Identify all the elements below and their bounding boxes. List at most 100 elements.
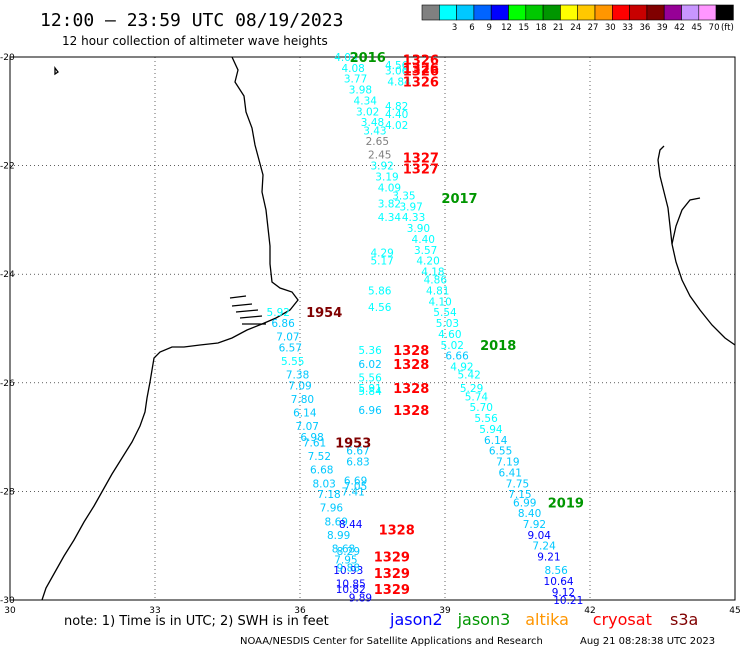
legend-label: 33	[622, 23, 633, 33]
wave-height-value: 4.81	[426, 285, 449, 297]
wave-height-value: 5.54	[433, 307, 457, 319]
wave-height-tracks: 4.034.083.773.984.343.023.483.432.652.45…	[267, 52, 584, 607]
wave-height-value: 5.36	[358, 345, 382, 357]
wave-height-value: 5.03	[436, 318, 459, 330]
wave-height-value: 10.85	[336, 579, 366, 591]
wave-height-value: 6.99	[513, 497, 536, 509]
wave-height-value: 9.12	[552, 587, 575, 599]
wave-height-value: 3.06	[385, 66, 409, 78]
wave-height-value: 6.69	[344, 476, 367, 488]
latitude-tick: -26	[0, 379, 15, 389]
legend-swatch	[542, 4, 561, 21]
wave-height-value: 4.29	[370, 247, 393, 259]
wave-height-value: 6.66	[445, 351, 469, 363]
wave-height-value: 7.24	[532, 541, 556, 553]
track-2017: 3.353.974.333.904.403.574.204.184.864.81…	[392, 190, 583, 607]
legend-swatch	[629, 4, 648, 21]
legend-swatch	[490, 4, 509, 21]
madagascar-small-coast	[671, 197, 701, 245]
wave-height-value: 4.82	[385, 101, 408, 113]
wave-height-value: 7.05	[344, 481, 367, 493]
legend-label: 36	[639, 23, 650, 33]
mission-name: s3a	[670, 610, 698, 629]
wave-height-value: 4.33	[402, 212, 425, 224]
wave-height-value: 4.20	[416, 256, 439, 268]
wave-height-value: 7.38	[286, 370, 309, 382]
wave-height-value: 6.96	[358, 405, 382, 417]
legend-swatch	[646, 4, 665, 21]
pass-number-label: 1326	[403, 65, 439, 80]
wave-height-value: 6.14	[293, 408, 317, 420]
wave-height-value: 6.86	[271, 318, 295, 330]
pass-number-label: 1329	[374, 567, 410, 582]
legend-swatch	[663, 4, 682, 21]
pass-number-label: 1326	[403, 75, 439, 90]
wave-height-value: 3.19	[375, 171, 398, 183]
wave-height-value: 4.84	[387, 76, 411, 88]
wave-height-value: 3.98	[349, 85, 372, 97]
wave-height-value: 5.17	[370, 256, 393, 268]
wave-height-value: 3.77	[344, 74, 367, 86]
legend-swatch	[577, 4, 596, 21]
longitude-tick: 36	[294, 606, 306, 616]
color-legend: 3 6 9 12 15 18 21 24 27 30 33 36 39 42 45 70 (ft)	[421, 4, 734, 33]
pass-number-label: 1953	[335, 437, 371, 452]
wave-height-value: 7.18	[317, 489, 340, 501]
wave-height-value: 5.29	[460, 383, 483, 395]
wave-height-value: 7.15	[508, 489, 531, 501]
wave-height-value: 5.84	[358, 386, 382, 398]
wave-height-value: 8.29	[337, 546, 360, 558]
africa-coastline	[41, 56, 299, 601]
wave-height-value: 9.89	[349, 592, 372, 604]
pass-number-label: 1328	[393, 404, 429, 419]
legend-label: 70	[709, 23, 720, 33]
wave-height-value: 4.09	[378, 182, 401, 194]
wave-height-value: 3.90	[407, 223, 430, 235]
wave-height-value: 3.97	[399, 201, 422, 213]
wave-height-value: 7.80	[291, 394, 314, 406]
pass-number-label: 1328	[393, 358, 429, 373]
pass-number-label: 1329	[374, 583, 410, 598]
legend-label: 6	[469, 23, 474, 33]
wave-height-value: 5.56	[358, 372, 382, 384]
wave-height-value: 7.95	[334, 554, 357, 566]
track-2016: 4.034.083.773.984.343.023.483.432.652.45…	[334, 52, 401, 314]
pass-number-label: 2017	[441, 192, 477, 207]
wave-height-value: 7.92	[523, 519, 546, 531]
footer-timestamp: Aug 21 08:28:38 UTC 2023	[580, 636, 715, 647]
wave-height-value: 8.69	[325, 516, 348, 528]
latitude-tick: -24	[0, 270, 15, 280]
legend-swatch	[473, 4, 492, 21]
track-1954: 5.926.867.076.575.557.387.097.806.147.07…	[267, 307, 373, 604]
wave-height-value: 10.82	[336, 584, 366, 596]
legend-swatch	[508, 4, 527, 21]
wave-height-value: 3.43	[363, 125, 386, 137]
mission-name: cryosat	[593, 610, 652, 629]
wave-height-value: 8.68	[332, 543, 355, 555]
wave-height-value: 4.60	[438, 329, 461, 341]
wave-height-value: 6.68	[310, 465, 333, 477]
wave-height-value: 4.92	[450, 362, 473, 374]
page-subtitle: 12 hour collection of altimeter wave hei…	[62, 34, 328, 48]
wave-height-value: 4.34	[354, 95, 378, 107]
legend-label: 45	[691, 23, 702, 33]
footer-note: note: 1) Time is in UTC; 2) SWH is in fe…	[64, 614, 329, 629]
coastline	[41, 56, 736, 601]
wave-height-value: 5.74	[465, 391, 489, 403]
pass-number-label: 1954	[306, 306, 342, 321]
wave-height-value: 6.57	[279, 343, 302, 355]
wave-height-value: 7.61	[303, 438, 326, 450]
wave-height-value: 3.92	[370, 161, 393, 173]
wave-height-value: 6.41	[499, 467, 522, 479]
pass-number-label: 2018	[480, 339, 516, 354]
longitude-tick: 42	[584, 606, 595, 616]
wave-height-value: 9.04	[528, 530, 552, 542]
longitude-tick: 30	[4, 606, 16, 616]
wave-height-value: 8.44	[339, 519, 363, 531]
legend-label: 12	[501, 23, 512, 33]
wave-height-value: 10.93	[333, 565, 363, 577]
legend-swatch	[525, 4, 544, 21]
pass-number-label: 1327	[403, 151, 439, 166]
legend-swatch	[594, 4, 613, 21]
wave-height-value: 7.09	[288, 381, 311, 393]
